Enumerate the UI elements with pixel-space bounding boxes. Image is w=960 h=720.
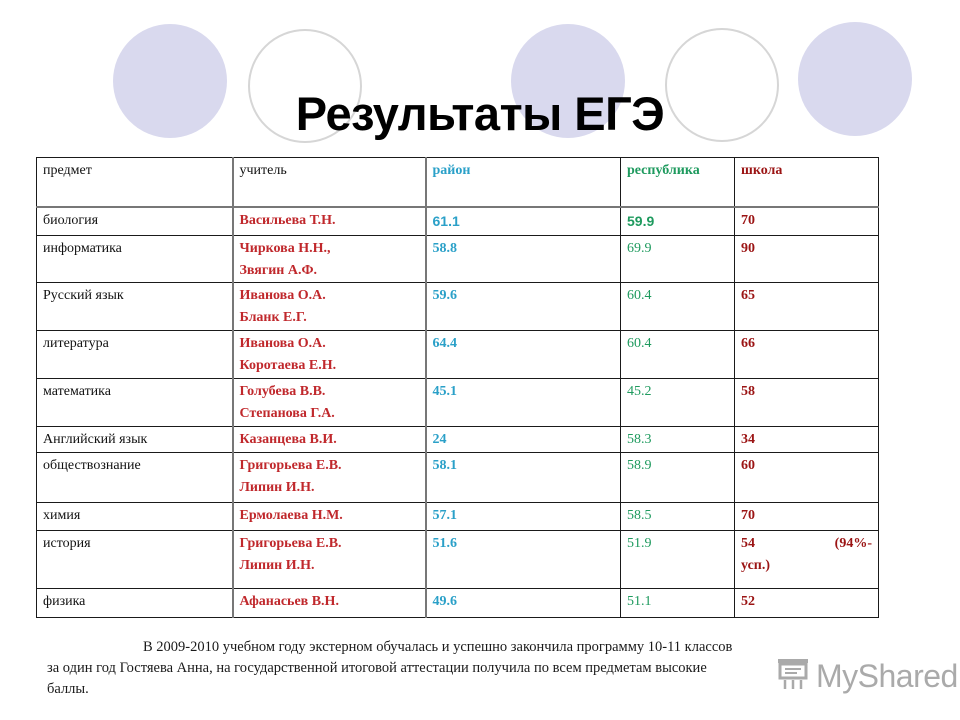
results-table: предмет учитель район республика школа б…	[36, 157, 879, 618]
cell-republic: 58.5	[620, 502, 735, 531]
teacher-name: Иванова О.А.	[239, 336, 326, 351]
footer-line-1-text: В 2009-2010 учебном году экстерном обуча…	[143, 639, 733, 655]
cell-teacher: Ермолаева Н.М.	[231, 502, 427, 531]
table-row: Английский язык Казанцева В.И. 24 58.3 3…	[36, 426, 879, 453]
table-row: химия Ермолаева Н.М. 57.1 58.5 70	[36, 502, 879, 531]
cell-subject: математика	[36, 378, 233, 427]
cell-republic: 60.4	[620, 282, 735, 331]
teacher-name: Степанова Г.А.	[239, 406, 335, 421]
cell-teacher: Иванова О.А. Бланк Е.Г.	[231, 282, 427, 331]
cell-district: 64.4	[425, 330, 621, 379]
teacher-name: Голубева В.В.	[239, 384, 326, 399]
cell-school: 58	[734, 378, 879, 427]
cell-subject: Русский язык	[36, 282, 233, 331]
school-note-continued: усп.)	[741, 558, 771, 573]
table-row: информатика Чиркова Н.Н., Звягин А.Ф. 58.…	[36, 235, 879, 283]
footer-line-2: за один год Гостяева Анна, на государств…	[47, 660, 707, 676]
decor-circle-1	[113, 24, 227, 138]
teacher-name: Липин И.Н.	[239, 558, 315, 573]
header-teacher: учитель	[231, 157, 427, 208]
cell-district: 51.6	[425, 530, 621, 589]
cell-subject: физика	[36, 588, 233, 618]
cell-teacher: Голубева В.В. Степанова Г.А.	[231, 378, 427, 427]
teacher-name: Ермолаева Н.М.	[239, 508, 343, 523]
cell-republic: 60.4	[620, 330, 735, 379]
cell-republic: 59.9	[620, 206, 735, 236]
header-subject: предмет	[36, 157, 233, 208]
teacher-name: Звягин А.Ф.	[239, 263, 317, 278]
cell-school: 52	[734, 588, 879, 618]
school-score-with-note: 54 (94%-	[741, 533, 872, 555]
table-row: обществознание Григорьева Е.В. Липин И.Н.…	[36, 452, 879, 503]
cell-teacher: Казанцева В.И.	[231, 426, 427, 453]
table-row: Русский язык Иванова О.А. Бланк Е.Г. 59.6…	[36, 282, 879, 331]
school-note: (94%-	[834, 536, 872, 551]
teacher-name: Казанцева В.И.	[239, 432, 337, 447]
cell-teacher: Григорьева Е.В. Липин И.Н.	[231, 452, 427, 503]
cell-school: 60	[734, 452, 879, 503]
cell-district: 57.1	[425, 502, 621, 531]
cell-school: 65	[734, 282, 879, 331]
footer-line-3: баллы.	[47, 681, 89, 697]
table-row: математика Голубева В.В. Степанова Г.А. 4…	[36, 378, 879, 427]
table-row: физика Афанасьев В.Н. 49.6 51.1 52	[36, 588, 879, 618]
cell-district: 58.8	[425, 235, 621, 283]
cell-subject: биология	[36, 206, 233, 236]
cell-district: 61.1	[425, 206, 621, 236]
cell-teacher: Васильева Т.Н.	[231, 206, 427, 236]
cell-school: 90	[734, 235, 879, 283]
cell-republic: 51.1	[620, 588, 735, 618]
table-row: история Григорьева Е.В. Липин И.Н. 51.6 5…	[36, 530, 879, 589]
cell-school: 54 (94%- усп.)	[734, 530, 879, 589]
cell-republic: 58.3	[620, 426, 735, 453]
table-row: биология Васильева Т.Н. 61.1 59.9 70	[36, 206, 879, 236]
header-district: район	[425, 157, 621, 208]
footer-line-1: В 2009-2010 учебном году экстерном обуча…	[47, 637, 917, 658]
cell-subject: информатика	[36, 235, 233, 283]
cell-republic: 51.9	[620, 530, 735, 589]
decor-circle-4	[665, 28, 779, 142]
teacher-name: Иванова О.А.	[239, 288, 326, 303]
teacher-name: Липин И.Н.	[239, 480, 315, 495]
cell-republic: 69.9	[620, 235, 735, 283]
cell-subject: химия	[36, 502, 233, 531]
teacher-name: Афанасьев В.Н.	[239, 594, 339, 609]
header-school: школа	[734, 157, 879, 208]
decor-circle-2	[248, 29, 362, 143]
cell-teacher: Иванова О.А. Коротаева Е.Н.	[231, 330, 427, 379]
cell-teacher: Чиркова Н.Н., Звягин А.Ф.	[231, 235, 427, 283]
cell-district: 45.1	[425, 378, 621, 427]
cell-subject: литература	[36, 330, 233, 379]
cell-district: 58.1	[425, 452, 621, 503]
teacher-name: Коротаева Е.Н.	[239, 358, 337, 373]
teacher-name: Григорьева Е.В.	[239, 458, 342, 473]
decor-circle-5	[798, 22, 912, 136]
cell-republic: 45.2	[620, 378, 735, 427]
footer-paragraph: В 2009-2010 учебном году экстерном обуча…	[47, 637, 917, 700]
cell-subject: Английский язык	[36, 426, 233, 453]
cell-district: 49.6	[425, 588, 621, 618]
cell-district: 24	[425, 426, 621, 453]
cell-school: 70	[734, 206, 879, 236]
teacher-name: Бланк Е.Г.	[239, 310, 307, 325]
header-republic: республика	[620, 157, 735, 208]
cell-republic: 58.9	[620, 452, 735, 503]
school-score: 54	[741, 536, 755, 551]
slide-title: Результаты ЕГЭ	[295, 87, 665, 140]
teacher-name: Григорьева Е.В.	[239, 536, 342, 551]
cell-school: 70	[734, 502, 879, 531]
teacher-name: Чиркова Н.Н.,	[239, 241, 331, 256]
cell-subject: обществознание	[36, 452, 233, 503]
cell-teacher: Григорьева Е.В. Липин И.Н.	[231, 530, 427, 589]
cell-school: 34	[734, 426, 879, 453]
table-header-row: предмет учитель район республика школа	[36, 157, 879, 208]
cell-teacher: Афанасьев В.Н.	[231, 588, 427, 618]
cell-subject: история	[36, 530, 233, 589]
cell-district: 59.6	[425, 282, 621, 331]
decor-circle-3	[511, 24, 625, 138]
table-row: литература Иванова О.А. Коротаева Е.Н. 64…	[36, 330, 879, 379]
cell-school: 66	[734, 330, 879, 379]
teacher-name: Васильева Т.Н.	[239, 212, 336, 228]
